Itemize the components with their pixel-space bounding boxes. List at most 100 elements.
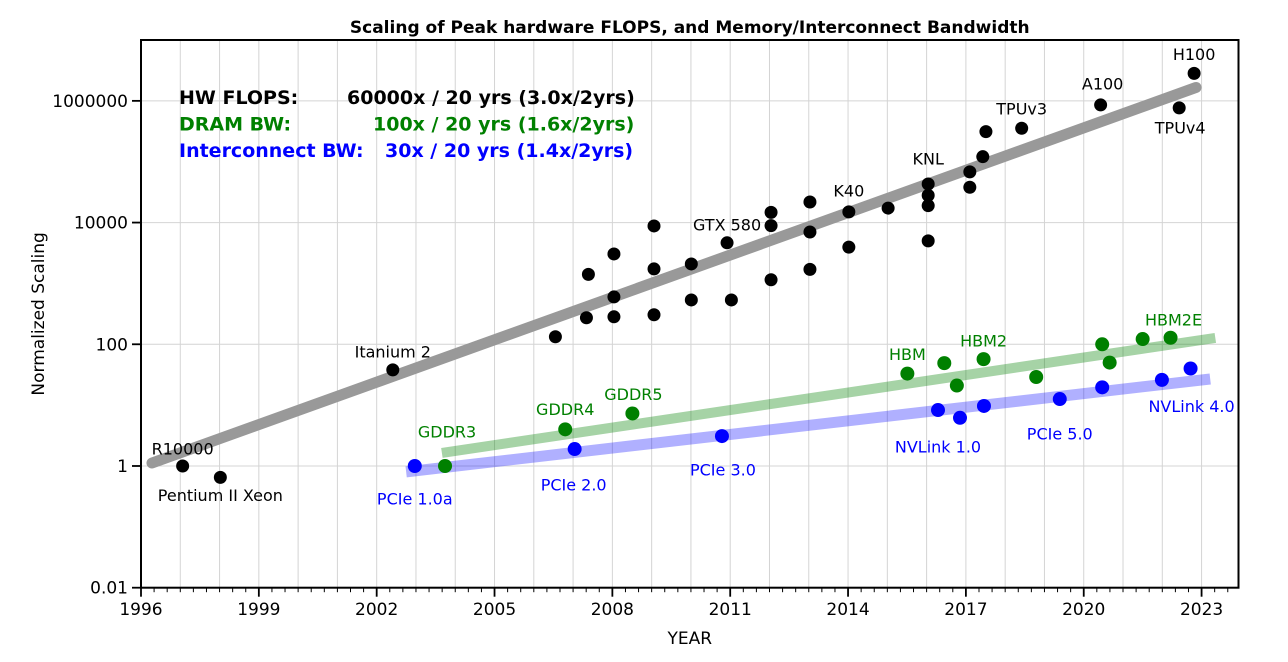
annotation-pentium-ii-xeon: Pentium II Xeon (158, 486, 283, 505)
y-tick-label: 1 (117, 457, 128, 477)
annotation-knl: KNL (912, 150, 943, 169)
data-point-hw-flops (720, 236, 734, 250)
data-point-dram-bw (937, 356, 952, 371)
data-point-hw-flops (976, 150, 990, 164)
legend-dram-bw-label: DRAM BW: (179, 114, 291, 136)
data-point-dram-bw (1163, 330, 1178, 345)
annotation-gddr4: GDDR4 (536, 400, 594, 419)
y-tick-label: 1000000 (52, 92, 128, 112)
data-point-interconnect-bw (567, 442, 582, 457)
x-axis-label: YEAR (666, 629, 712, 649)
trend-line-hw-flops (146, 81, 1202, 469)
x-tick-label: 2017 (944, 600, 987, 620)
data-point-hw-flops (921, 188, 935, 202)
data-point-hw-flops (213, 470, 227, 484)
data-point-dram-bw (949, 378, 964, 393)
legend-hw-flops-value: 60000x / 20 yrs (3.0x/2yrs) (347, 87, 635, 109)
data-point-interconnect-bw (714, 429, 729, 444)
annotation-pcie-5-0: PCIe 5.0 (1027, 425, 1093, 444)
x-tick-label: 2023 (1180, 600, 1223, 620)
data-point-hw-flops (607, 310, 621, 324)
data-point-hw-flops (881, 201, 895, 215)
x-tick-label: 1999 (237, 600, 280, 620)
y-axis-label: Normalized Scaling (29, 232, 49, 395)
y-tick-label: 10000 (74, 214, 128, 234)
data-point-hw-flops (803, 195, 817, 209)
data-point-dram-bw (558, 422, 573, 437)
data-point-hw-flops (842, 240, 856, 254)
data-point-interconnect-bw (1052, 392, 1067, 407)
data-point-hw-flops (684, 257, 698, 271)
annotation-hbm2: HBM2 (960, 332, 1007, 351)
data-point-interconnect-bw (1095, 380, 1110, 395)
legend-interconnect-bw-label: Interconnect BW: (179, 140, 364, 162)
data-point-hw-flops (1172, 101, 1186, 115)
annotation-h100: H100 (1173, 45, 1216, 64)
data-point-dram-bw (625, 406, 640, 421)
annotation-nvlink-4-0: NVLink 4.0 (1148, 397, 1234, 416)
data-point-hw-flops (581, 267, 595, 281)
data-point-dram-bw (438, 458, 453, 473)
data-point-hw-flops (921, 199, 935, 213)
chart-title: Scaling of Peak hardware FLOPS, and Memo… (350, 18, 1030, 38)
data-point-hw-flops (548, 330, 562, 344)
data-point-hw-flops (921, 177, 935, 191)
annotation-pcie-1-0a: PCIe 1.0a (377, 489, 453, 508)
data-point-interconnect-bw (953, 410, 968, 425)
data-point-hw-flops (803, 262, 817, 276)
data-point-dram-bw (976, 352, 991, 367)
data-point-hw-flops (579, 311, 593, 325)
annotation-tpuv4: TPUv4 (1154, 118, 1206, 137)
annotation-itanium-2: Itanium 2 (355, 342, 431, 361)
legend-dram-bw-value: 100x / 20 yrs (1.6x/2yrs) (373, 114, 634, 136)
data-point-hw-flops (607, 247, 621, 261)
data-point-hw-flops (1187, 66, 1201, 80)
x-tick-label: 2020 (1062, 600, 1105, 620)
data-point-hw-flops (724, 293, 738, 307)
x-tick-label: 2002 (355, 600, 398, 620)
data-point-hw-flops (963, 165, 977, 179)
data-point-interconnect-bw (407, 458, 422, 473)
annotation-hbm: HBM (889, 345, 926, 364)
annotation-pcie-2-0: PCIe 2.0 (541, 476, 607, 495)
legend: HW FLOPS: 60000x / 20 yrs (3.0x/2yrs) DR… (179, 87, 635, 162)
data-point-hw-flops (921, 234, 935, 248)
data-point-dram-bw (900, 366, 915, 381)
annotation-gddr5: GDDR5 (604, 385, 662, 404)
legend-interconnect-bw-value: 30x / 20 yrs (1.4x/2yrs) (385, 140, 633, 162)
annotation-pcie-3-0: PCIe 3.0 (690, 461, 756, 480)
data-point-hw-flops (963, 180, 977, 194)
trend-line-interconnect-bw (405, 373, 1211, 478)
data-point-interconnect-bw (931, 403, 946, 418)
annotation-nvlink-1-0: NVLink 1.0 (895, 438, 981, 457)
legend-hw-flops-label: HW FLOPS: (179, 87, 298, 109)
data-point-hw-flops (842, 205, 856, 219)
data-point-dram-bw (1095, 337, 1110, 352)
annotation-gddr3: GDDR3 (418, 422, 476, 441)
annotation-k40: K40 (833, 181, 864, 200)
data-point-dram-bw (1102, 355, 1117, 370)
data-point-hw-flops (607, 290, 621, 304)
data-point-interconnect-bw (1154, 372, 1169, 387)
data-point-hw-flops (176, 459, 190, 473)
y-tick-label: 0.01 (90, 579, 128, 599)
data-point-hw-flops (1015, 121, 1029, 135)
data-point-hw-flops (647, 262, 661, 276)
data-point-hw-flops (764, 219, 778, 233)
data-point-hw-flops (1094, 98, 1108, 112)
data-point-dram-bw (1135, 332, 1150, 347)
data-point-hw-flops (764, 273, 778, 287)
x-tick-label: 2014 (826, 600, 869, 620)
data-point-hw-flops (647, 219, 661, 233)
annotation-hbm2e: HBM2E (1145, 310, 1202, 329)
annotation-a100: A100 (1082, 74, 1123, 93)
data-point-interconnect-bw (1183, 361, 1198, 376)
annotation-tpuv3: TPUv3 (995, 100, 1047, 119)
data-point-hw-flops (386, 363, 400, 377)
annotation-gtx-580: GTX 580 (693, 215, 761, 234)
data-point-hw-flops (979, 125, 993, 139)
data-point-hw-flops (764, 205, 778, 219)
x-tick-label: 2005 (473, 600, 516, 620)
